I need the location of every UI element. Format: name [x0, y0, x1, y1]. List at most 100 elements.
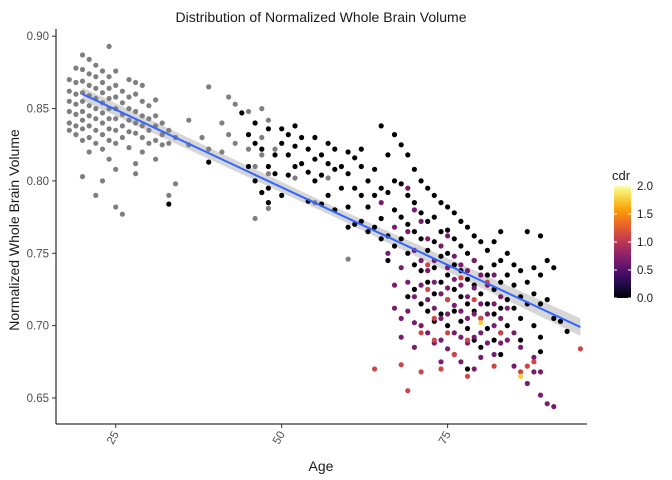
data-point: [206, 159, 212, 165]
data-point: [139, 134, 145, 141]
data-point: [511, 305, 517, 311]
data-point: [425, 185, 431, 191]
y-tick-label: 0.70: [27, 321, 49, 333]
data-point: [126, 106, 132, 112]
data-point: [458, 308, 464, 314]
data-point: [385, 250, 391, 256]
data-point: [464, 294, 471, 300]
data-point: [478, 330, 484, 336]
data-point: [425, 308, 431, 314]
data-point: [265, 126, 271, 132]
data-point: [577, 346, 584, 352]
data-point: [86, 134, 92, 141]
data-point: [219, 149, 225, 155]
data-point: [133, 108, 139, 115]
data-point: [458, 359, 464, 365]
data-point: [431, 291, 437, 297]
data-point: [73, 132, 79, 138]
legend-colorbar: [614, 186, 631, 298]
data-point: [93, 85, 99, 91]
data-point: [411, 320, 417, 326]
series-group: [478, 320, 524, 379]
data-point: [445, 297, 451, 303]
data-point: [491, 272, 497, 278]
data-point: [451, 351, 457, 358]
data-point: [265, 117, 271, 123]
data-point: [438, 291, 444, 297]
legend-tick-label: 1.5: [637, 209, 653, 221]
data-point: [285, 152, 291, 158]
data-point: [146, 103, 152, 109]
data-point: [332, 146, 338, 152]
data-point: [564, 328, 570, 334]
data-point: [166, 127, 172, 133]
x-tick-label: 25: [105, 430, 122, 447]
data-point: [99, 110, 106, 116]
data-point: [458, 275, 464, 281]
data-point: [438, 279, 444, 285]
data-point: [272, 171, 278, 177]
data-point: [544, 257, 550, 264]
data-point: [365, 178, 371, 184]
data-point: [445, 272, 451, 278]
data-point: [133, 161, 139, 167]
data-point: [66, 120, 72, 126]
data-point: [99, 146, 106, 152]
data-point: [358, 218, 364, 224]
data-point: [86, 71, 92, 77]
data-point: [411, 200, 417, 206]
data-point: [245, 108, 252, 115]
data-point: [265, 185, 271, 191]
data-point: [537, 349, 544, 355]
data-point: [299, 161, 305, 167]
data-point: [425, 268, 431, 274]
data-point: [279, 126, 285, 132]
data-point: [133, 171, 139, 177]
data-point: [418, 301, 424, 307]
data-point: [338, 185, 344, 191]
data-point: [478, 272, 484, 278]
data-point: [119, 123, 125, 129]
data-point: [398, 142, 404, 148]
data-point: [431, 315, 437, 321]
data-point: [279, 140, 285, 146]
data-point: [491, 363, 497, 369]
data-point: [484, 325, 490, 332]
data-point: [365, 229, 371, 235]
data-point: [252, 163, 258, 170]
data-point: [458, 262, 464, 268]
data-point: [73, 91, 79, 97]
data-point: [139, 82, 145, 88]
data-point: [537, 334, 544, 340]
legend-title: cdr: [612, 168, 631, 183]
data-point: [425, 262, 431, 268]
series-group: [66, 43, 351, 262]
data-point: [119, 88, 125, 94]
data-point: [405, 229, 411, 235]
data-point: [458, 218, 464, 224]
data-point: [464, 224, 471, 230]
data-point: [385, 257, 391, 264]
data-point: [504, 297, 510, 303]
data-point: [106, 116, 112, 122]
data-point: [398, 214, 404, 220]
x-tick-label: 75: [437, 430, 454, 447]
data-point: [491, 337, 497, 343]
data-point: [312, 156, 318, 162]
data-point: [245, 163, 252, 170]
data-point: [172, 181, 179, 187]
data-point: [239, 110, 245, 116]
data-point: [491, 311, 497, 317]
data-point: [312, 134, 318, 141]
data-point: [498, 330, 504, 336]
data-point: [99, 120, 106, 126]
data-point: [86, 149, 92, 155]
data-point: [418, 257, 424, 264]
data-point: [385, 152, 391, 158]
data-point: [431, 305, 437, 311]
data-point: [445, 250, 451, 256]
data-point: [398, 362, 404, 368]
data-point: [139, 113, 145, 119]
data-point: [99, 68, 106, 74]
data-point: [119, 134, 125, 141]
